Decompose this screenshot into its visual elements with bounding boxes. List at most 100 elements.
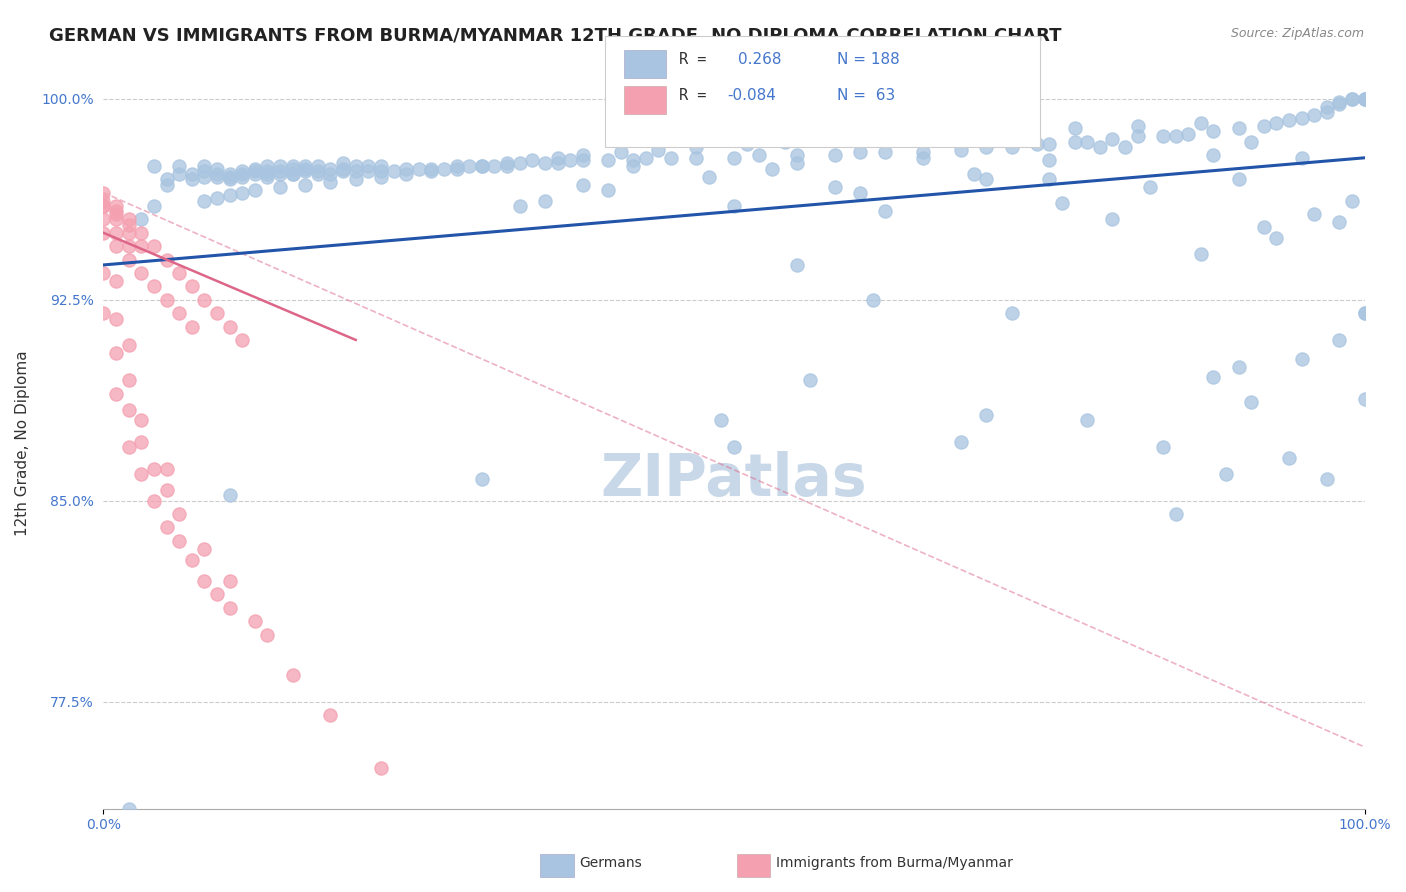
Point <box>105 207 128 221</box>
Point <box>155 178 177 192</box>
Point <box>370 169 392 184</box>
Point <box>1000 140 1022 154</box>
Point <box>155 461 177 475</box>
Point <box>912 145 935 160</box>
Point <box>1025 137 1047 152</box>
Point <box>256 164 278 178</box>
Point <box>357 159 380 173</box>
Point <box>862 293 884 307</box>
Point <box>93 199 115 213</box>
Point <box>129 212 152 227</box>
Point <box>281 667 304 681</box>
Point <box>142 239 165 253</box>
Point <box>193 159 215 173</box>
Point <box>685 151 707 165</box>
Point <box>118 239 141 253</box>
Point <box>105 239 128 253</box>
Point <box>218 319 240 334</box>
Point <box>659 151 682 165</box>
Point <box>1101 212 1123 227</box>
Point <box>93 212 115 227</box>
Point <box>811 132 834 146</box>
Point <box>1291 111 1313 125</box>
Point <box>1202 148 1225 162</box>
Point <box>281 161 304 176</box>
Point <box>1152 129 1174 144</box>
Text: ZIPatlas: ZIPatlas <box>600 451 868 508</box>
Point <box>446 159 468 173</box>
Point <box>1354 92 1376 106</box>
Point <box>205 587 228 601</box>
Point <box>1354 92 1376 106</box>
Point <box>231 333 253 347</box>
Point <box>735 137 758 152</box>
Point <box>748 148 770 162</box>
Point <box>522 153 544 168</box>
Point <box>547 156 569 170</box>
Point <box>761 161 783 176</box>
Point <box>155 483 177 497</box>
Point <box>1341 194 1364 208</box>
Point <box>875 204 897 219</box>
Point <box>1278 113 1301 128</box>
Point <box>509 199 531 213</box>
Point <box>269 167 291 181</box>
Point <box>938 127 960 141</box>
Point <box>231 167 253 181</box>
Point <box>534 194 557 208</box>
Point <box>167 507 190 521</box>
Point <box>167 533 190 548</box>
Point <box>685 140 707 154</box>
Point <box>269 164 291 178</box>
Point <box>471 159 494 173</box>
Point <box>446 161 468 176</box>
Point <box>1050 196 1073 211</box>
Point <box>710 413 733 427</box>
Point <box>1227 121 1250 136</box>
Point <box>105 311 128 326</box>
Point <box>294 164 316 178</box>
Point <box>634 151 657 165</box>
Point <box>1316 105 1339 120</box>
Point <box>218 172 240 186</box>
Point <box>1329 215 1351 229</box>
Y-axis label: 12th Grade, No Diploma: 12th Grade, No Diploma <box>15 351 30 536</box>
Point <box>142 279 165 293</box>
Point <box>129 226 152 240</box>
Point <box>420 161 443 176</box>
Point <box>571 153 593 168</box>
Point <box>193 541 215 556</box>
Point <box>93 194 115 208</box>
Point <box>319 167 342 181</box>
Point <box>1202 370 1225 384</box>
Point <box>118 218 141 232</box>
Point <box>142 199 165 213</box>
Point <box>281 167 304 181</box>
Point <box>105 346 128 360</box>
Point <box>118 252 141 267</box>
Point <box>370 762 392 776</box>
Point <box>307 159 329 173</box>
Point <box>1354 306 1376 320</box>
Point <box>1126 119 1149 133</box>
Point <box>205 167 228 181</box>
Point <box>1341 92 1364 106</box>
Point <box>256 167 278 181</box>
Point <box>471 159 494 173</box>
Point <box>243 167 266 181</box>
Text: R =: R = <box>679 88 706 103</box>
Point <box>1341 92 1364 106</box>
Point <box>129 467 152 481</box>
Point <box>105 386 128 401</box>
Point <box>723 199 745 213</box>
Point <box>697 169 720 184</box>
Point <box>976 172 998 186</box>
Text: N =  63: N = 63 <box>837 88 894 103</box>
Point <box>1088 140 1111 154</box>
Point <box>912 151 935 165</box>
Point <box>93 186 115 200</box>
Point <box>332 161 354 176</box>
Text: Immigrants from Burma/Myanmar: Immigrants from Burma/Myanmar <box>776 856 1012 871</box>
Point <box>1189 247 1212 261</box>
Point <box>471 472 494 486</box>
